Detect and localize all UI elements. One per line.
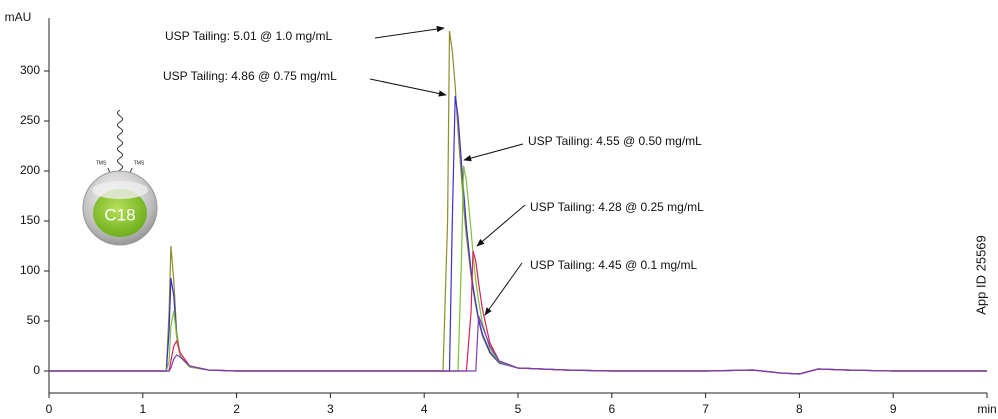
x-tick-label: 0 bbox=[46, 402, 53, 416]
x-tick-label: 8 bbox=[796, 402, 803, 416]
y-tick-label: 50 bbox=[27, 313, 41, 327]
column-icon: C18 TMS TMS bbox=[82, 109, 158, 246]
icon-label: C18 bbox=[104, 205, 135, 224]
y-tick-label: 200 bbox=[20, 163, 40, 177]
x-tick-label: 9 bbox=[890, 402, 897, 416]
annotation: USP Tailing: 4.28 @ 0.25 mg/mL bbox=[530, 200, 704, 214]
trace bbox=[49, 165, 987, 375]
side-label: App ID 25569 bbox=[973, 235, 988, 315]
x-tick-label: 3 bbox=[327, 402, 334, 416]
annotation: USP Tailing: 4.86 @ 0.75 mg/mL bbox=[163, 69, 337, 83]
annotation: USP Tailing: 4.55 @ 0.50 mg/mL bbox=[528, 134, 702, 148]
trace bbox=[49, 95, 987, 375]
x-tick-label: 4 bbox=[421, 402, 428, 416]
x-tick-label: 7 bbox=[702, 402, 709, 416]
annotation-arrow bbox=[369, 78, 447, 97]
icon-tms: TMS bbox=[96, 160, 107, 166]
x-tick-label: min bbox=[977, 402, 996, 416]
annotation-arrow bbox=[484, 262, 523, 316]
annotation-arrow bbox=[476, 204, 526, 247]
y-tick-label: 300 bbox=[20, 63, 40, 77]
y-tick-label: 100 bbox=[20, 263, 40, 277]
annotation-arrow bbox=[374, 25, 445, 39]
x-tick-label: 1 bbox=[139, 402, 146, 416]
x-tick-label: 6 bbox=[608, 402, 615, 416]
x-tick-label: 5 bbox=[515, 402, 522, 416]
y-tick-label: 150 bbox=[20, 213, 40, 227]
icon-tms: TMS bbox=[134, 160, 145, 166]
annotation: USP Tailing: 5.01 @ 1.0 mg/mL bbox=[165, 29, 332, 43]
y-tick-label: 250 bbox=[20, 113, 40, 127]
trace bbox=[49, 315, 987, 375]
y-axis-label: mAU bbox=[5, 10, 32, 24]
x-tick-label: 2 bbox=[233, 402, 240, 416]
annotation-arrow bbox=[463, 143, 524, 162]
y-tick-label: 0 bbox=[33, 363, 40, 377]
annotation: USP Tailing: 4.45 @ 0.1 mg/mL bbox=[530, 258, 697, 272]
